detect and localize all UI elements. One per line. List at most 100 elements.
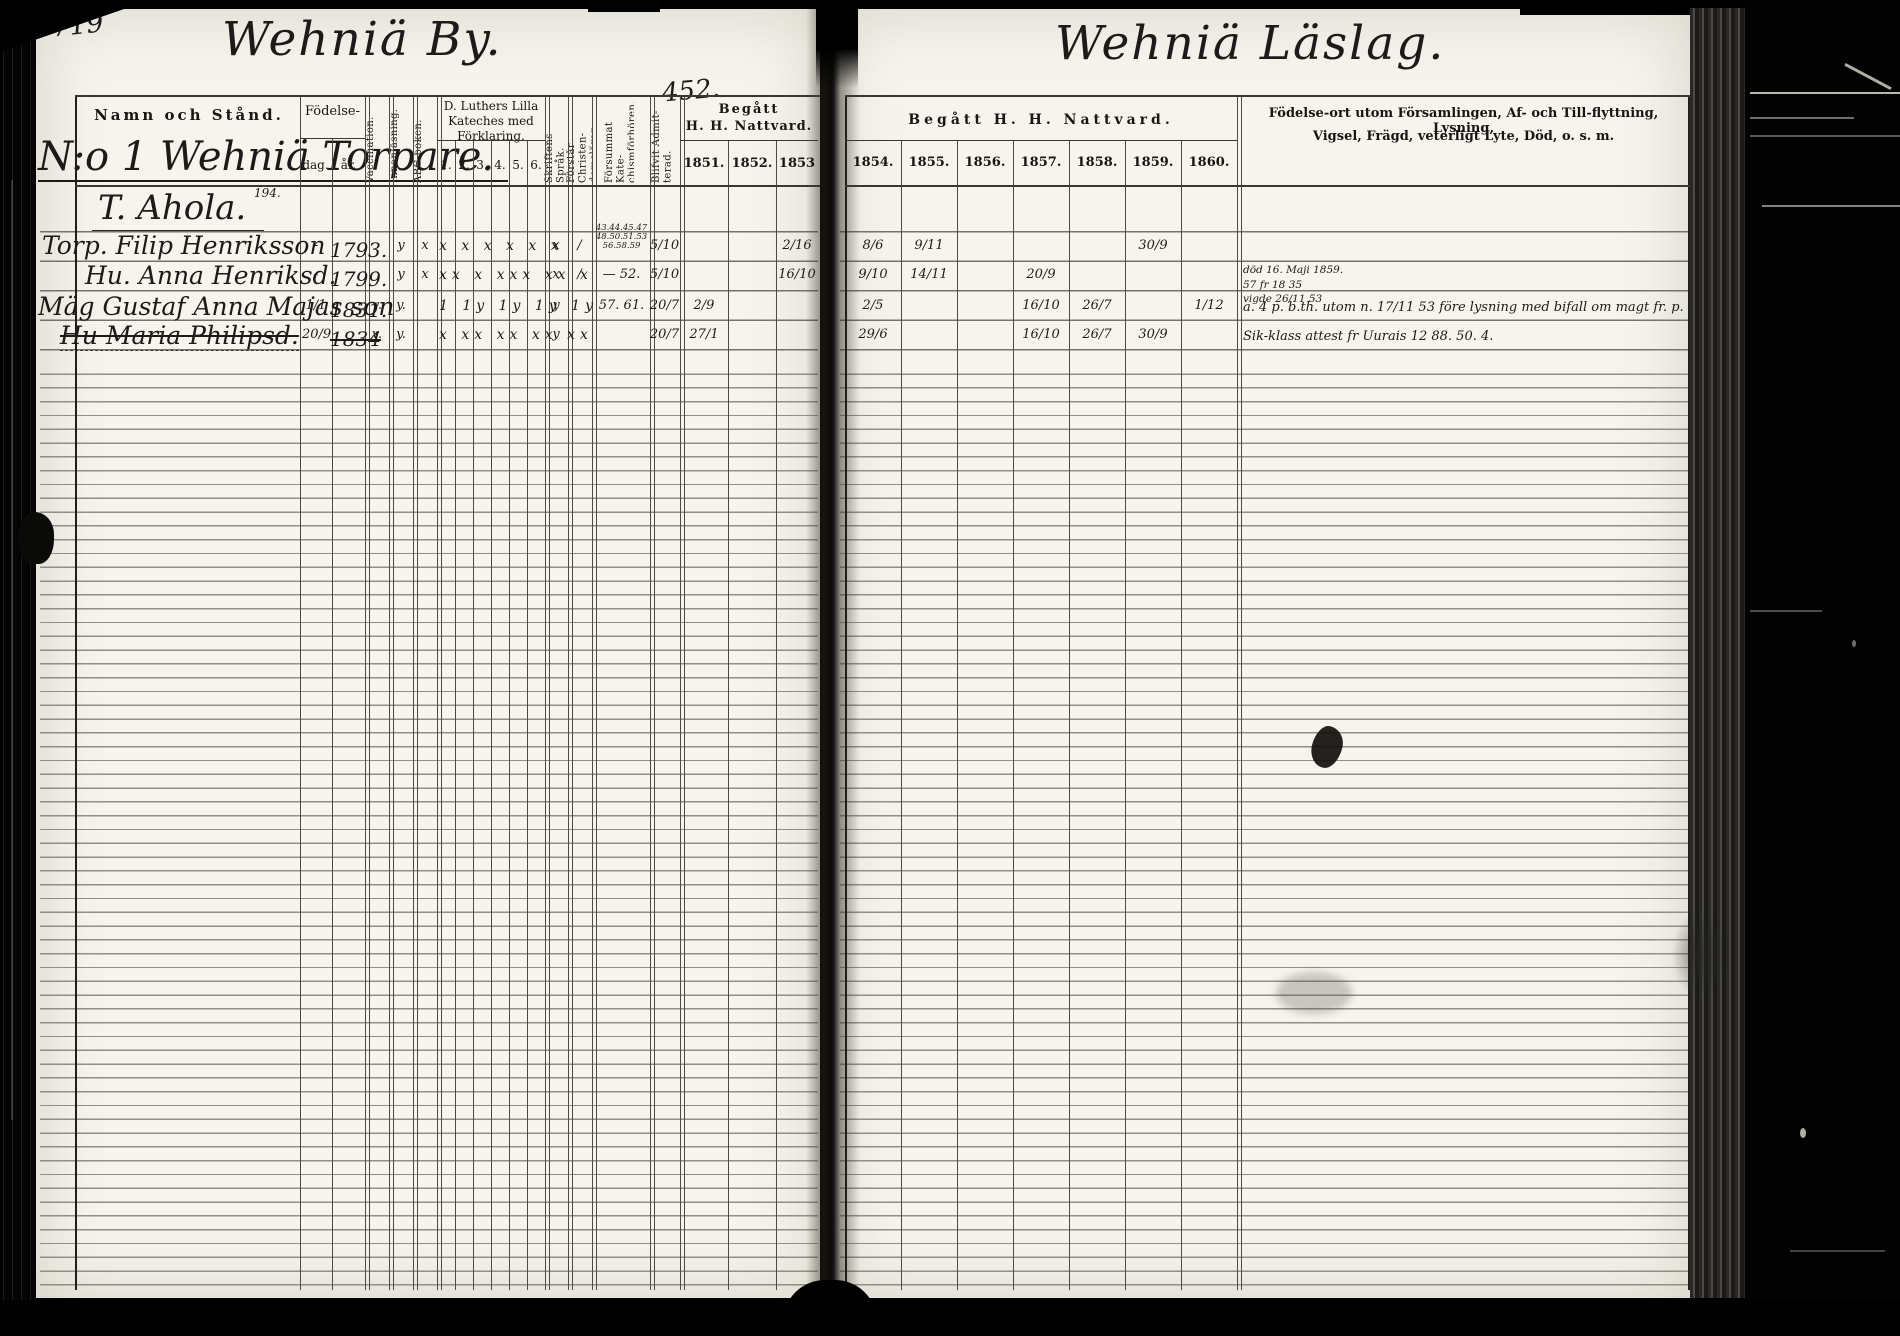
col-header-catechism-1: D. Luthers Lilla: [443, 99, 539, 113]
cell-mark: 1 1y 1y 1y 1y: [439, 298, 598, 314]
left-page-title: Wehniä By.: [222, 12, 503, 67]
row-note: Sik-klass attest fr Uurais 12 88. 50. 4.: [1243, 329, 1494, 344]
grid-vline: [332, 138, 333, 1290]
book-gutter: [806, 8, 860, 1298]
grid-hline: [75, 185, 820, 187]
left-communion-header-2: H. H. Nattvard.: [685, 119, 813, 134]
notes-header-line2: Vigsel, Frägd, veterligt Lyte, Död, o. s…: [1312, 129, 1615, 144]
grid-hline: [75, 95, 820, 97]
left-year-1852: 1852.: [731, 156, 773, 171]
cell-mark: 8/6: [862, 238, 884, 253]
right-year-1855: 1855.: [908, 155, 950, 170]
cell-mark: 27/1: [689, 327, 719, 342]
cell-mark: y: [552, 327, 560, 342]
scratch-line-3: [1750, 135, 1900, 137]
cell-mark: x x x x x x: [439, 238, 564, 254]
cell-mark: 20/7: [649, 327, 680, 342]
grid-vline: [568, 95, 573, 1290]
catechism-col-6: 6.: [530, 158, 542, 172]
cell-mark: v.: [372, 298, 382, 313]
cell-mark: 1793.: [330, 238, 388, 262]
cell-mark: 30/9: [1138, 238, 1168, 253]
catechism-col-3: 3.: [476, 158, 488, 172]
right-year-1856: 1856.: [964, 155, 1006, 170]
catechism-col-1: 1.: [440, 158, 452, 172]
grid-vline: [1181, 140, 1182, 1290]
grid-hline: [845, 185, 1690, 187]
scratch-dot-2: [1852, 640, 1856, 647]
cell-mark: xx x xxx xx x: [439, 267, 593, 283]
grid-vline: [75, 95, 77, 1290]
right-year-1860: 1860.: [1188, 155, 1230, 170]
catechism-col-4: 4.: [494, 158, 506, 172]
cell-mark: 5/10: [649, 267, 680, 282]
grid-hline: [845, 95, 1690, 97]
cell-mark: 14/11: [910, 267, 948, 282]
scan-edge-left-streak: [11, 180, 13, 1120]
grid-vline: [389, 95, 394, 1290]
cell-mark: 20/7: [649, 298, 680, 313]
cell-mark: 16/10: [1022, 327, 1060, 342]
grid-vline: [680, 95, 685, 1290]
cell-mark: 9/10: [858, 267, 888, 282]
cell-mark: 57. 61.: [598, 298, 645, 313]
grid-hline: [437, 140, 545, 141]
cell-mark: — 52.: [602, 267, 641, 282]
gutter-top-shadow: [816, 0, 858, 88]
cell-mark: x: [421, 238, 429, 253]
row-name: Hu. Anna Henriksd.: [85, 261, 337, 290]
cell-mark: 1831.: [330, 298, 388, 322]
grid-vline: [1688, 95, 1690, 1290]
cell-mark: 2/5: [862, 298, 884, 313]
cell-mark: y.: [396, 327, 406, 342]
cell-mark: y: [397, 238, 405, 253]
col-header-catechism-2: Kateches med: [448, 114, 534, 128]
ruling-left-top: [40, 203, 818, 361]
catechism-col-2: 2.: [458, 158, 470, 172]
grid-hline: [680, 140, 818, 141]
grid-vline: [300, 95, 301, 1290]
right-year-1858: 1858.: [1076, 155, 1118, 170]
grid-vline: [845, 95, 847, 1290]
cell-mark: x: [552, 238, 560, 253]
ruling-right-main: [840, 361, 1688, 1289]
scratch-line-2: [1750, 117, 1854, 119]
scan-edge-left: [0, 0, 36, 1336]
grid-vline: [1013, 140, 1014, 1290]
grid-vline: [592, 95, 597, 1290]
scan-edge-right: [1745, 0, 1900, 1336]
grid-vline: [1069, 140, 1070, 1290]
cell-mark: x xx xx xx xx: [439, 327, 593, 343]
notes-header-line1: Födelse-ort utom Församlingen, Af- och T…: [1268, 106, 1659, 136]
grid-vline: [413, 95, 418, 1290]
grid-vline: [1125, 140, 1126, 1290]
col-header-birth-year: år.: [340, 158, 357, 172]
row-note: a. 4 p. b.th. utom n. 17/11 53 före lysn…: [1243, 300, 1701, 315]
row-name: Hu Maria Philipsd.: [60, 321, 299, 351]
grid-vline: [1237, 95, 1242, 1290]
grid-vline: [545, 95, 550, 1290]
grid-vline: [527, 140, 528, 1290]
grid-vline: [901, 140, 902, 1290]
ruling-right-top: [840, 203, 1688, 361]
col-header-name: Namn och Stånd.: [94, 106, 284, 124]
scratch-line-1: [1750, 92, 1900, 94]
right-page-title: Wehniä Läslag.: [1055, 16, 1446, 71]
cell-mark: 30/9: [1138, 327, 1168, 342]
top-mark-center: [588, 0, 660, 12]
cell-mark: 20/9: [1026, 267, 1056, 282]
grid-hline: [845, 140, 1237, 141]
grid-vline: [509, 140, 510, 1290]
cell-mark: -: [313, 267, 319, 282]
catechism-col-5: 5.: [512, 158, 524, 172]
grid-vline: [776, 140, 777, 1290]
left-year-1851: 1851.: [683, 156, 725, 171]
household-title-note: 194.: [254, 186, 281, 200]
ink-blob-left-margin: [18, 512, 54, 564]
left-year-1853: 1853: [778, 156, 816, 171]
cell-mark: 5/10: [649, 238, 680, 253]
grid-vline: [491, 140, 492, 1290]
cell-mark: 16/10: [1022, 298, 1060, 313]
household-title: N:o 1 Wehniä Torpare.: [38, 134, 509, 182]
